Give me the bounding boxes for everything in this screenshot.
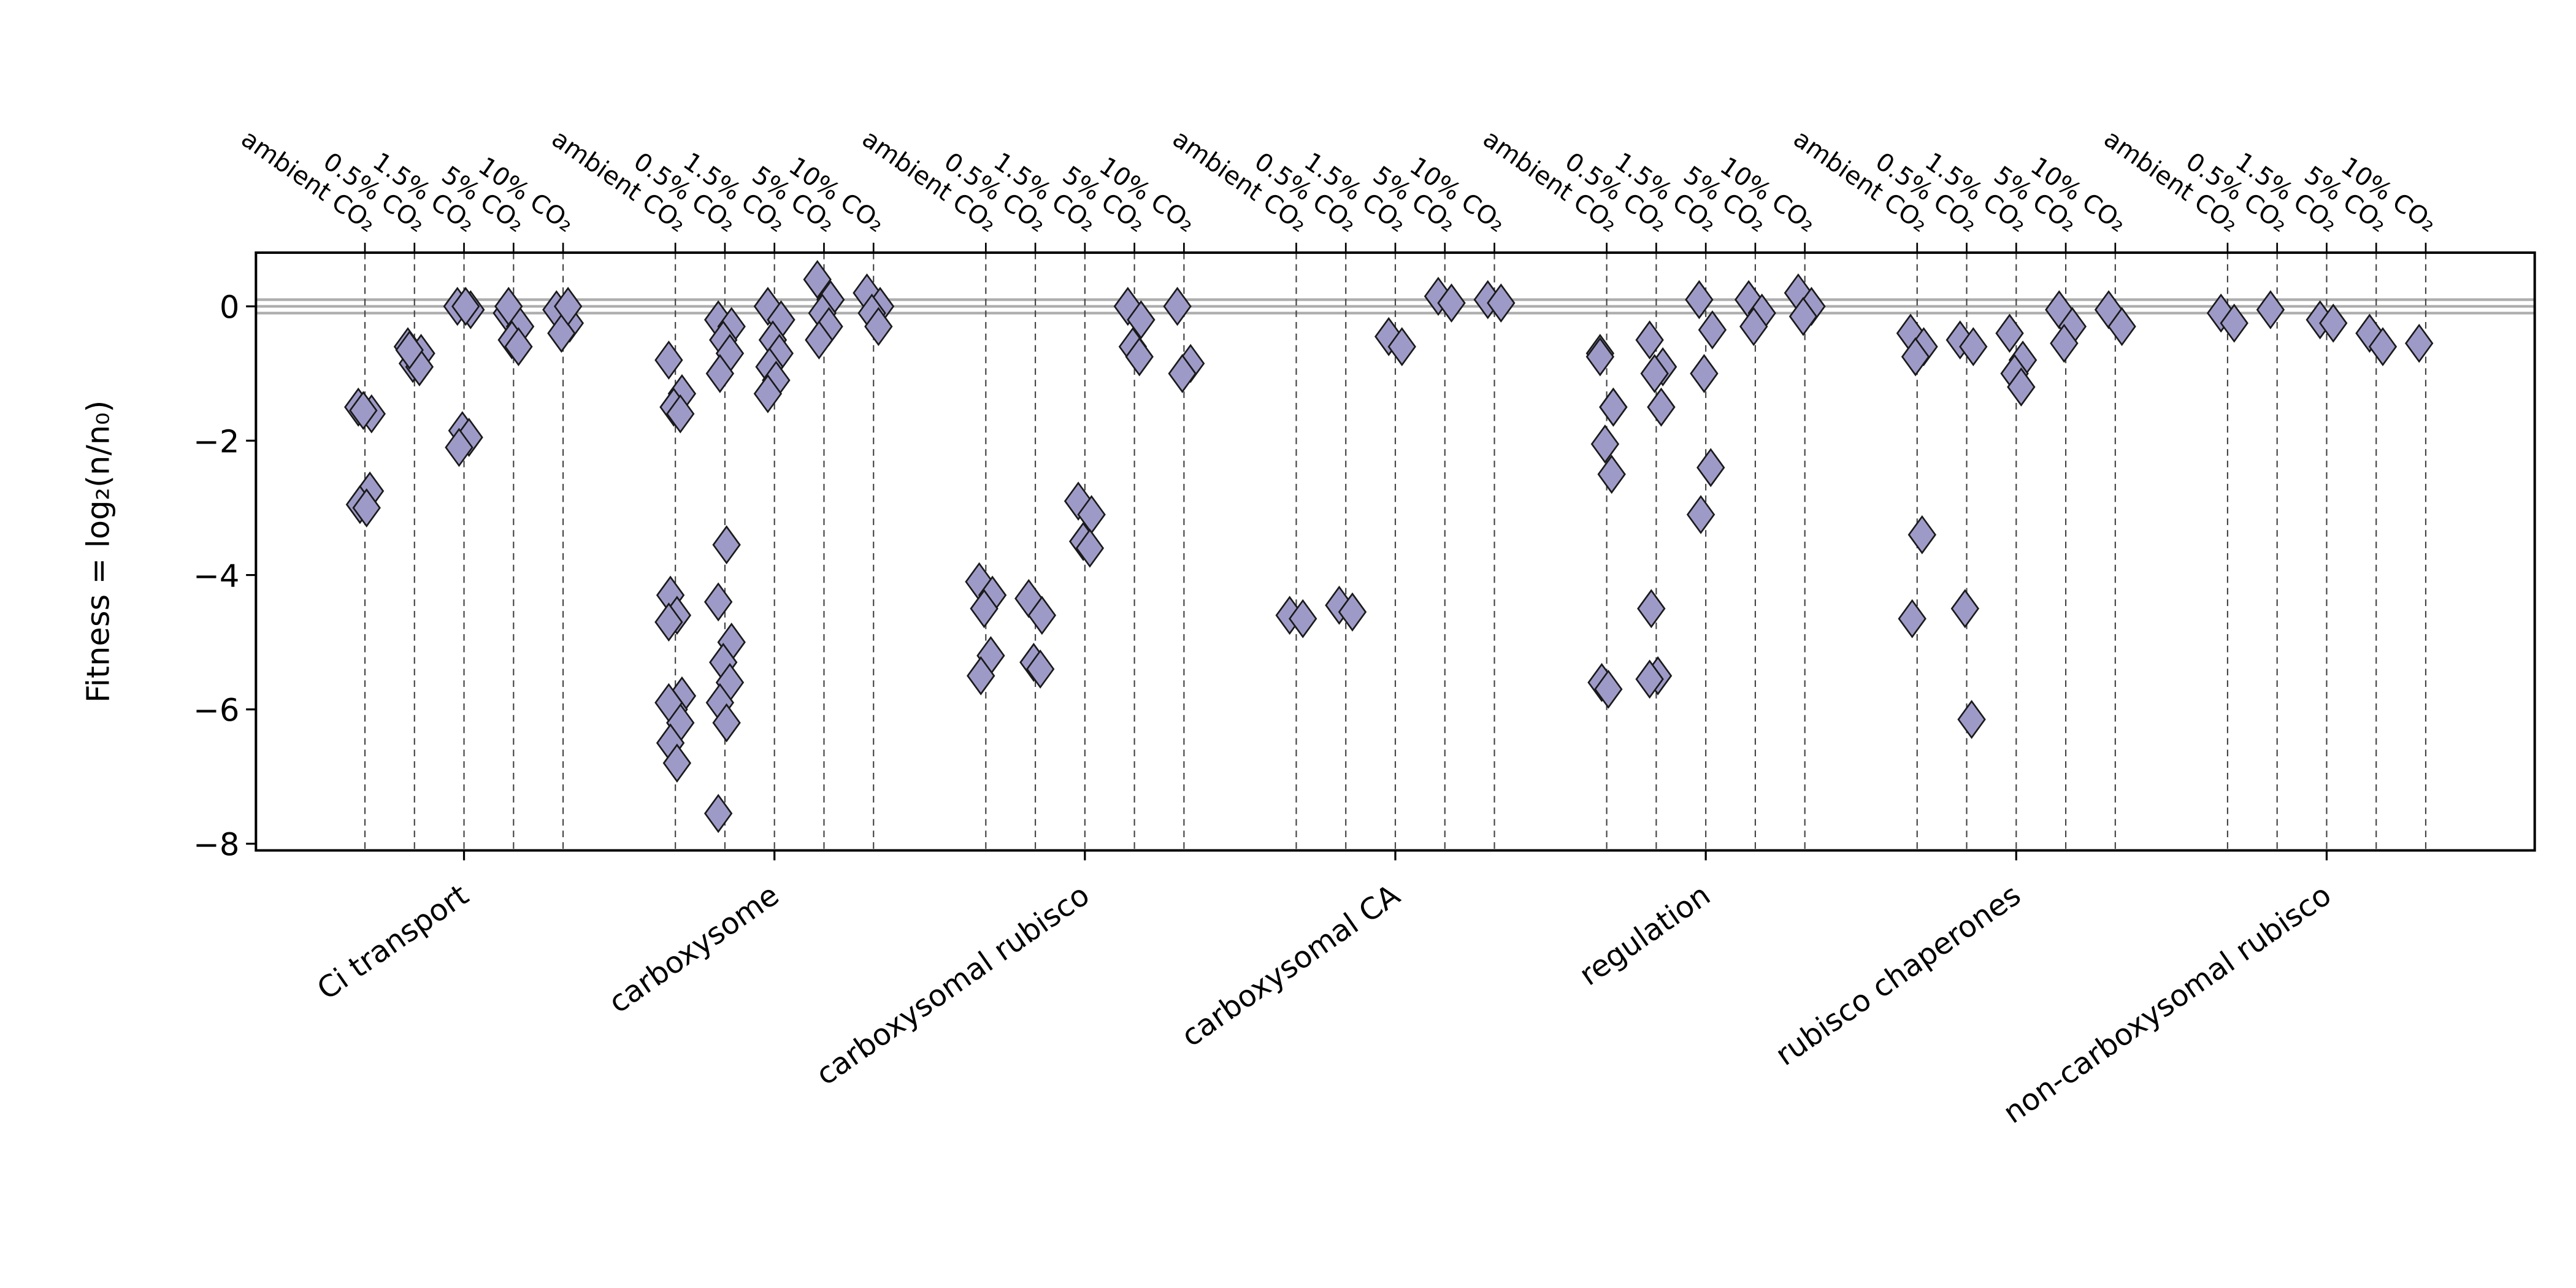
data-point (970, 589, 999, 629)
data-point (666, 394, 695, 434)
data-point (654, 683, 683, 723)
data-point (2355, 313, 2384, 353)
data-point (2050, 323, 2079, 363)
data-point (1599, 387, 1628, 427)
data-point (2220, 304, 2248, 343)
data-point (349, 391, 378, 431)
data-point (451, 286, 480, 326)
y-tick-label: −4 (193, 558, 239, 594)
data-point (967, 656, 995, 696)
data-point (1590, 424, 1620, 464)
data-point (1289, 599, 1317, 638)
data-point (662, 743, 692, 783)
data-point (712, 703, 741, 743)
data-point (1338, 592, 1367, 632)
data-point (2206, 293, 2236, 333)
data-point (2319, 304, 2348, 343)
data-point (1125, 337, 1154, 377)
data-point (1696, 448, 1725, 488)
y-tick-label: −8 (193, 827, 239, 863)
data-point (1075, 528, 1105, 568)
data-point (1635, 659, 1664, 699)
plot-frame (255, 251, 2536, 852)
data-point (445, 427, 473, 467)
data-point (1788, 297, 1818, 336)
data-point (703, 582, 733, 622)
data-point (1959, 327, 1988, 367)
data-point (1168, 354, 1197, 393)
data-point (654, 340, 683, 380)
y-axis-label: Fitness = log₂(n/n₀) (81, 401, 117, 703)
data-point (1027, 596, 1057, 635)
data-point (753, 374, 783, 413)
data-point (1698, 310, 1727, 350)
data-point (2368, 327, 2398, 367)
y-tick-label: 0 (220, 289, 240, 326)
data-point (864, 307, 893, 347)
data-point (1585, 337, 1615, 377)
data-point (2007, 367, 2036, 407)
data-point (2405, 323, 2434, 363)
data-point (2107, 307, 2136, 347)
data-point (1950, 589, 1980, 629)
data-point (1163, 286, 1192, 326)
data-point (1594, 669, 1623, 709)
data-point (1025, 649, 1055, 689)
data-point (494, 286, 523, 326)
data-point (1387, 327, 1416, 367)
data-point (1647, 387, 1676, 427)
data-point (1686, 495, 1715, 534)
data-point (1995, 313, 2024, 353)
data-point (703, 794, 733, 834)
y-tick-label: −2 (193, 424, 239, 460)
data-point (1374, 316, 1403, 356)
data-point (1437, 283, 1466, 323)
data-point (712, 525, 741, 565)
data-point (553, 286, 583, 326)
data-point (1907, 515, 1937, 554)
data-point (1898, 599, 1926, 638)
data-point (805, 320, 834, 360)
data-point (1640, 354, 1669, 393)
data-point (1635, 320, 1664, 360)
data-point (1685, 280, 1714, 320)
data-point (803, 259, 832, 299)
y-tick-label: −6 (193, 692, 239, 729)
data-point (654, 602, 683, 642)
data-point (1901, 337, 1930, 377)
data-point (395, 330, 424, 370)
data-point (2256, 290, 2285, 329)
data-point (504, 327, 533, 367)
data-point (1739, 307, 1768, 347)
data-point (1957, 700, 1986, 739)
data-point (1690, 354, 1719, 393)
data-point (1637, 589, 1666, 629)
data-point (352, 488, 381, 527)
data-point (1597, 454, 1626, 494)
data-point (1487, 283, 1516, 323)
data-point (705, 354, 735, 393)
data-point (1127, 300, 1156, 340)
